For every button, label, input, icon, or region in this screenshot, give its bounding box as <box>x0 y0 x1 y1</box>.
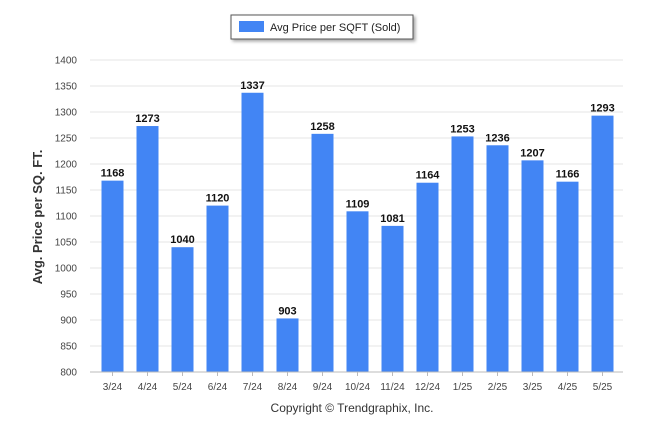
bar-value-label: 1166 <box>556 169 580 181</box>
y-axis-title: Avg. Price per SQ. FT. <box>30 150 45 285</box>
y-tick-label: 900 <box>60 316 77 327</box>
y-tick-label: 1050 <box>55 238 78 249</box>
x-tick-label: 4/24 <box>138 382 158 393</box>
legend-label: Avg Price per SQFT (Sold) <box>270 22 400 34</box>
y-tick-label: 800 <box>60 368 77 379</box>
bar-10-24 <box>346 211 369 372</box>
bar-5-25 <box>591 115 614 372</box>
x-tick-label: 12/24 <box>415 382 440 393</box>
x-tick-label: 1/25 <box>453 382 473 393</box>
bar-4-24 <box>136 126 159 372</box>
bar-value-label: 1164 <box>416 170 441 182</box>
bars <box>101 92 614 372</box>
x-tick-label: 11/24 <box>380 382 405 393</box>
y-tick-label: 1350 <box>55 82 78 93</box>
x-tick-label: 7/24 <box>243 382 263 393</box>
y-tick-label: 1200 <box>55 160 78 171</box>
x-tick-label: 2/25 <box>488 382 508 393</box>
bar-value-label: 1253 <box>450 123 474 135</box>
y-axis-ticks: 800 850 900 950 1000 1050 1100 1150 1200 1250 1300… <box>55 56 78 379</box>
y-tick-label: 850 <box>60 342 77 353</box>
bar-3-25 <box>521 160 544 372</box>
bar-value-label: 1236 <box>485 132 509 144</box>
bar-value-label: 1258 <box>310 121 334 133</box>
x-tick-label: 9/24 <box>313 382 333 393</box>
x-tick-label: 5/25 <box>593 382 613 393</box>
bar-2-25 <box>486 145 509 372</box>
y-tick-label: 1300 <box>55 108 78 119</box>
bar-6-24 <box>206 205 229 372</box>
bar-value-label: 1120 <box>206 193 230 205</box>
y-tick-label: 950 <box>60 290 77 301</box>
y-tick-label: 1000 <box>55 264 78 275</box>
y-tick-label: 1250 <box>55 134 78 145</box>
bar-value-label: 1081 <box>380 213 404 225</box>
bar-4-25 <box>556 181 579 372</box>
bar-12-24 <box>416 182 439 372</box>
bar-value-label: 1207 <box>520 147 544 159</box>
x-axis-ticks: 3/24 4/24 5/24 6/24 7/24 8/24 9/24 10/24 11/24 12… <box>103 372 613 393</box>
x-tick-label: 4/25 <box>558 382 578 393</box>
y-tick-label: 1150 <box>55 186 77 197</box>
legend-swatch <box>239 21 264 32</box>
copyright-text: Copyright © Trendgraphix, Inc. <box>271 401 434 415</box>
y-tick-label: 1100 <box>55 212 77 223</box>
bar-value-label: 1040 <box>170 234 194 246</box>
bar-value-label: 1337 <box>240 80 264 92</box>
bar-5-24 <box>171 247 194 372</box>
bar-11-24 <box>381 225 404 372</box>
bar-8-24 <box>276 318 299 372</box>
bar-1-25 <box>451 136 474 372</box>
bar-value-label: 1273 <box>135 113 159 125</box>
x-tick-label: 3/25 <box>523 382 543 393</box>
bar-7-24 <box>241 92 264 372</box>
x-tick-label: 8/24 <box>278 382 298 393</box>
bar-value-label: 1109 <box>346 198 370 210</box>
legend: Avg Price per SQFT (Sold) <box>230 14 414 40</box>
bar-value-label: 1168 <box>101 168 125 180</box>
bar-value-label: 1293 <box>590 103 614 115</box>
bar-3-24 <box>101 180 124 372</box>
bar-value-label: 903 <box>278 305 296 317</box>
x-tick-label: 3/24 <box>103 382 123 393</box>
x-tick-label: 6/24 <box>208 382 228 393</box>
x-tick-label: 5/24 <box>173 382 193 393</box>
bar-value-labels: 1168 1273 1040 1120 1337 903 1258 1109 1081 1164 1… <box>101 80 615 318</box>
bar-9-24 <box>311 133 334 372</box>
x-tick-label: 10/24 <box>345 382 370 393</box>
y-tick-label: 1400 <box>55 56 78 67</box>
